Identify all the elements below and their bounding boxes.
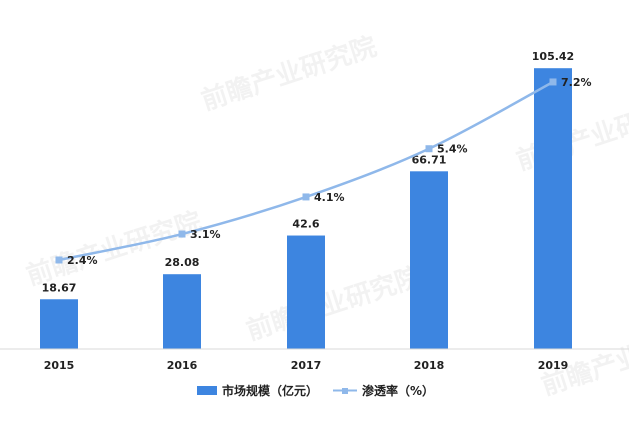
bar-value-label: 42.6 — [292, 218, 319, 231]
line-value-label: 3.1% — [190, 228, 221, 241]
bar-labels: 18.67 28.08 42.6 66.71 105.42 — [42, 50, 575, 294]
legend-label-bar: 市场规模（亿元） — [222, 383, 318, 398]
line-value-label: 4.1% — [314, 191, 345, 204]
bar-value-label: 18.67 — [42, 281, 77, 294]
x-tick-label: 2016 — [167, 359, 198, 372]
line-value-label: 7.2% — [561, 76, 592, 89]
bar-2015 — [40, 299, 78, 349]
watermark-text: 前瞻产业研究院 — [243, 261, 426, 347]
bar-2017 — [287, 235, 325, 349]
line-value-label: 2.4% — [67, 254, 98, 267]
bar-value-label: 105.42 — [532, 50, 574, 63]
x-tick-label: 2017 — [291, 359, 322, 372]
line-marker-2015 — [55, 256, 63, 264]
line-series: 2.4% 3.1% 4.1% 5.4% 7.2% — [55, 76, 592, 267]
bar-value-label: 66.71 — [412, 153, 447, 166]
line-marker-2019 — [549, 78, 557, 86]
bar-value-label: 28.08 — [165, 256, 200, 269]
line-marker-2016 — [178, 230, 186, 238]
bar-2016 — [163, 274, 201, 349]
x-tick-label: 2019 — [538, 359, 569, 372]
x-tick-label: 2018 — [414, 359, 445, 372]
x-tick-labels: 2015 2016 2017 2018 2019 — [44, 359, 569, 372]
bar-series — [40, 68, 572, 349]
watermark-text: 前瞻产业研究院 — [198, 31, 381, 117]
legend-swatch-bar — [197, 386, 217, 395]
line-marker-2017 — [302, 193, 310, 201]
line-value-label: 5.4% — [437, 143, 468, 156]
legend: 市场规模（亿元） 渗透率（%） — [197, 383, 434, 398]
legend-swatch-marker — [342, 388, 348, 394]
bar-2019 — [534, 68, 572, 349]
x-tick-label: 2015 — [44, 359, 75, 372]
bar-2018 — [410, 171, 448, 349]
legend-label-line: 渗透率（%） — [362, 383, 434, 398]
line-marker-2018 — [425, 145, 433, 153]
